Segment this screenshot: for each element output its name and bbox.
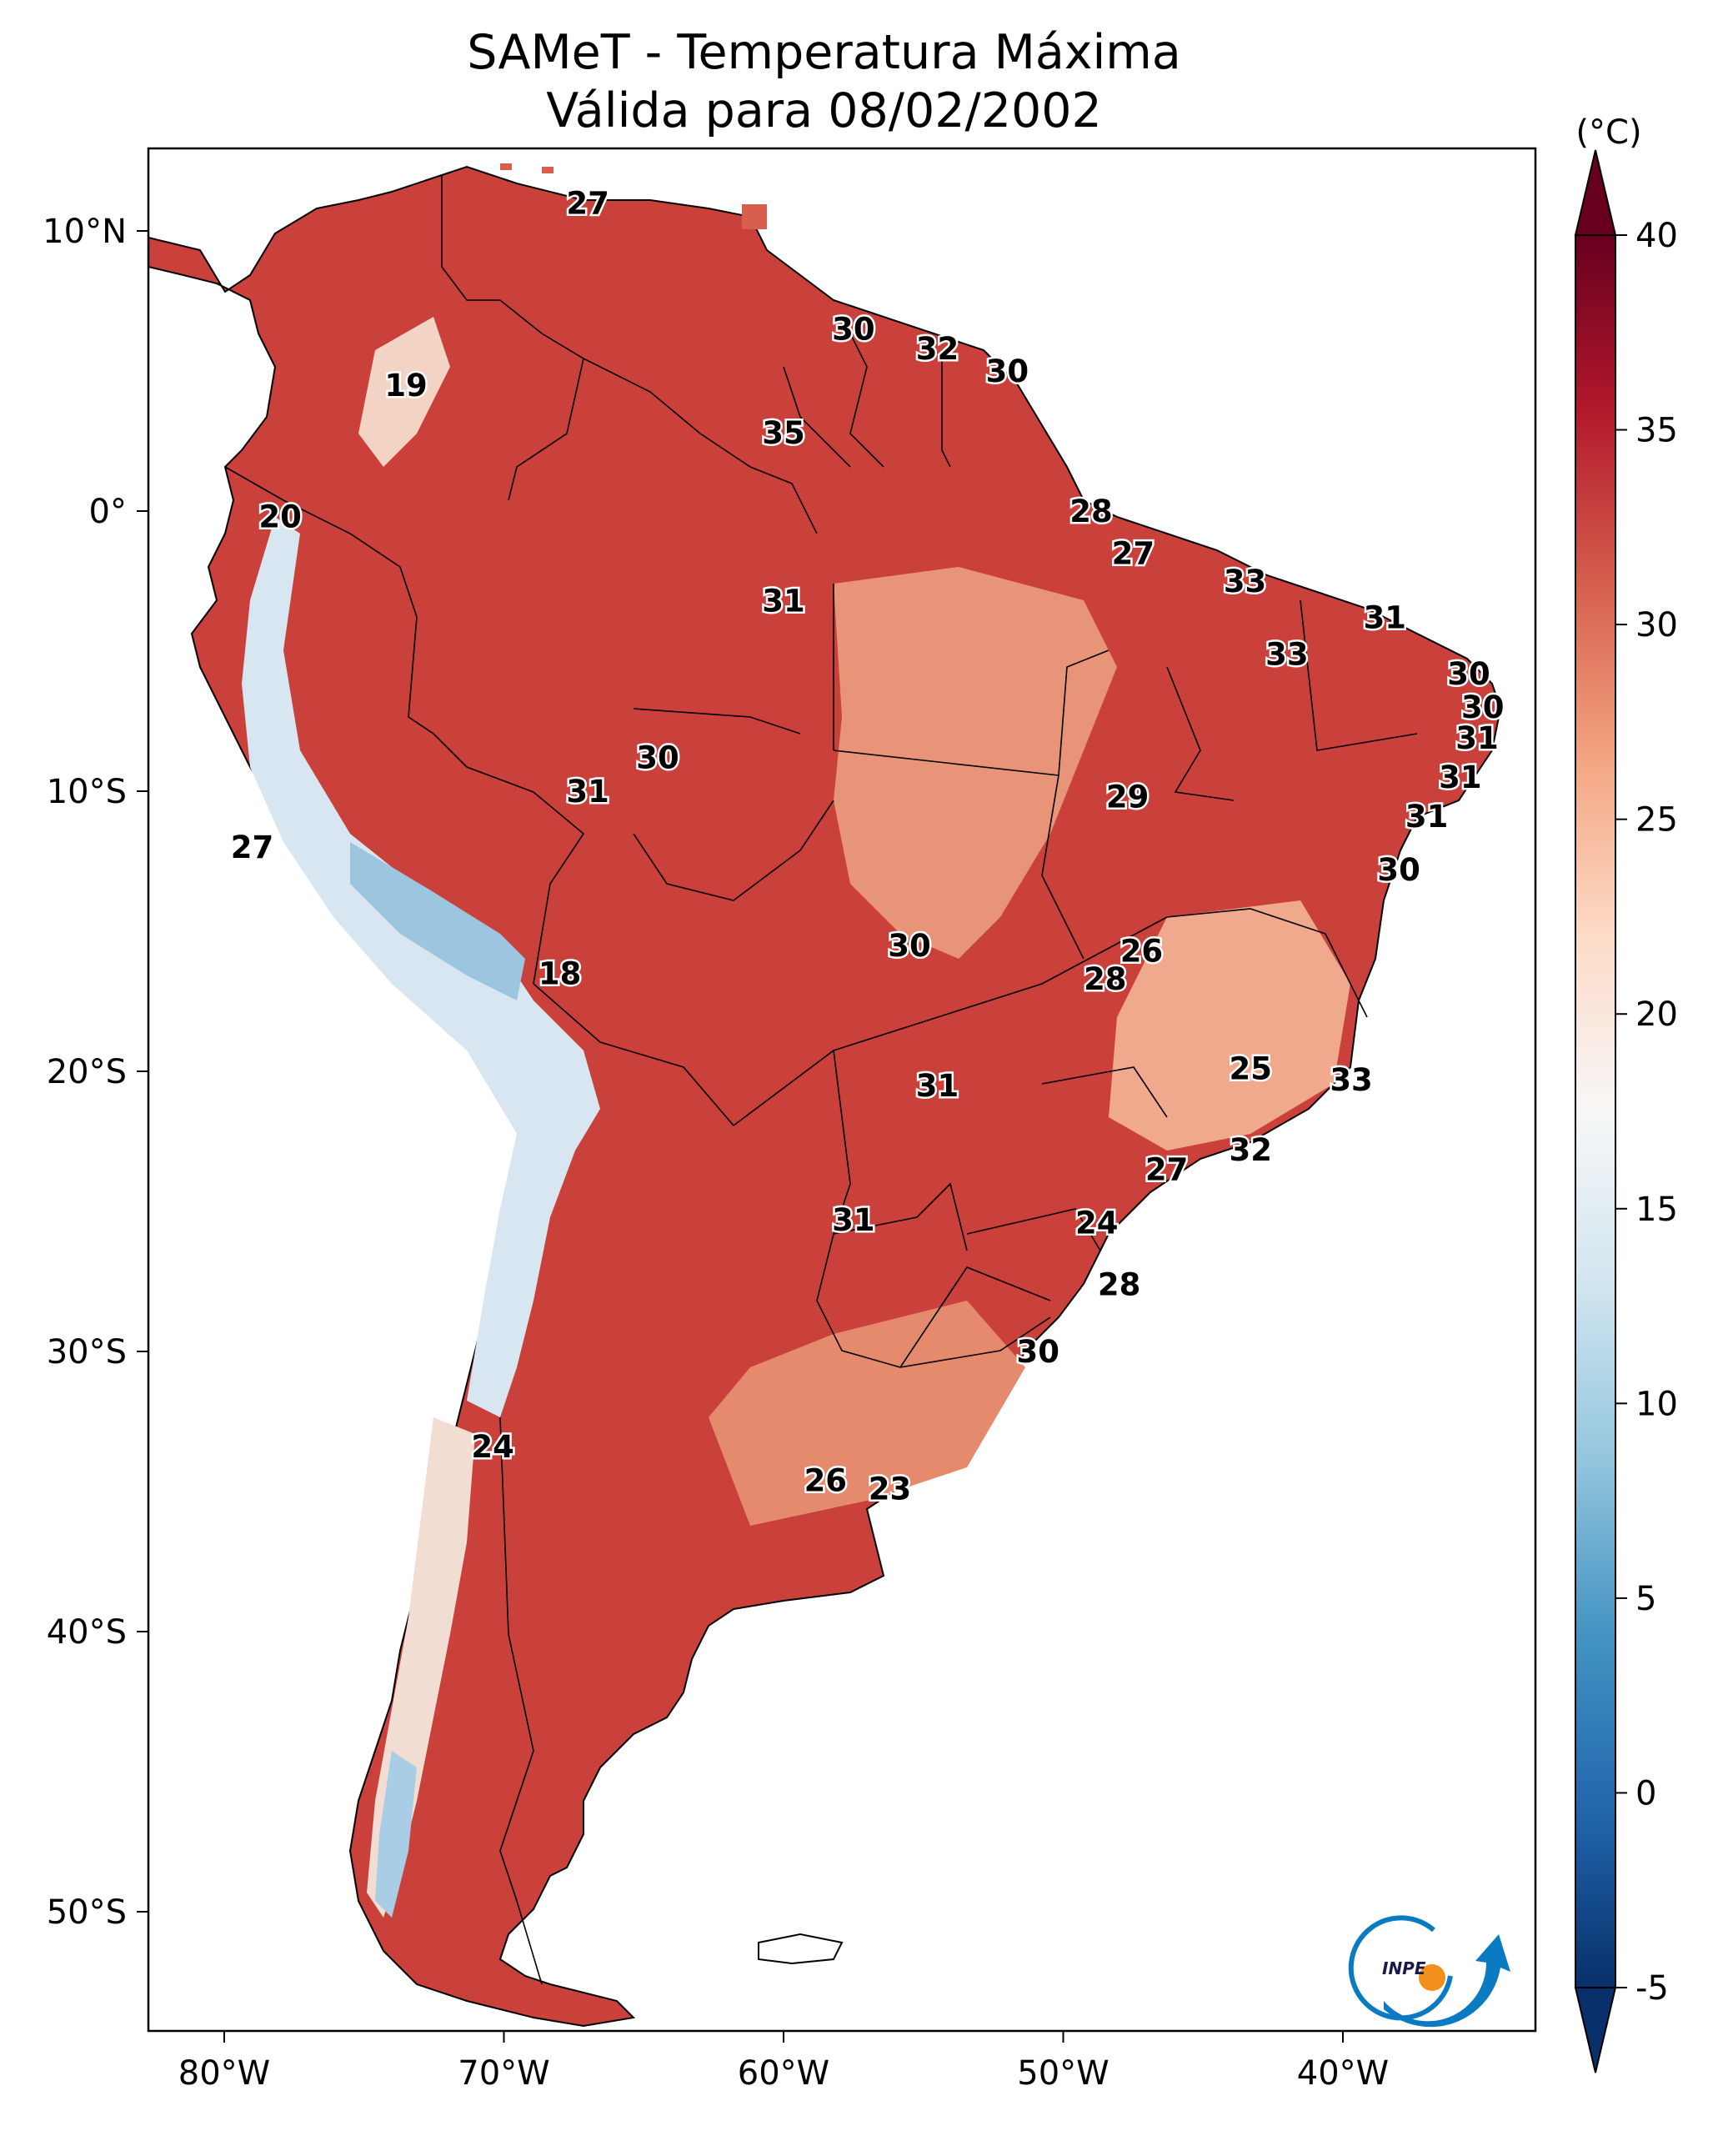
station-value-label: 28: [1084, 961, 1127, 997]
station-value-label: 25: [1230, 1051, 1273, 1087]
southeast-brazil-region: [1109, 900, 1350, 1151]
colorbar-tick-label: 30: [1635, 606, 1678, 644]
country-borders: [224, 175, 1418, 1985]
station-value-label: 33: [1265, 636, 1309, 672]
station-value-label: 31: [916, 1068, 959, 1104]
station-value-label: 26: [1120, 934, 1164, 970]
station-value-label: 31: [832, 1202, 875, 1238]
central-brazil-region: [834, 567, 1117, 959]
logo-text: INPE: [1382, 1958, 1426, 1978]
y-tick-label: 20°S: [47, 1053, 127, 1091]
y-tick-label: 30°S: [47, 1333, 127, 1371]
colorbar-tick-label: -5: [1635, 1969, 1669, 2008]
station-value-label: 18: [538, 955, 582, 991]
station-value-label: 35: [762, 415, 805, 451]
falkland-islands: [758, 1933, 844, 1965]
colorbar-tick-label: 40: [1635, 217, 1678, 255]
colorbar-tick-label: 20: [1635, 995, 1678, 1034]
x-tick-label: 70°W: [458, 2054, 549, 2093]
station-value-label: 24: [1075, 1205, 1119, 1241]
colorbar-tick-label: 0: [1635, 1774, 1656, 1813]
andes-altiplano: [350, 842, 525, 1000]
x-tick-label: 80°W: [178, 2054, 270, 2093]
station-value-label: 26: [804, 1463, 848, 1499]
andes-northern: [358, 317, 450, 467]
station-value-label: 27: [231, 830, 274, 865]
colorbar-min-extension: [1574, 1987, 1617, 2073]
colorbar-tick-label: 5: [1635, 1580, 1656, 1618]
station-value-label: 30: [1447, 656, 1490, 692]
station-value-label: 31: [1439, 760, 1482, 795]
station-value-label: 20: [258, 499, 302, 535]
longitude-axis: 80°W 70°W 60°W 50°W 40°W: [178, 2031, 1389, 2093]
y-tick-label: 10°N: [43, 213, 127, 251]
island-aruba: [500, 163, 512, 170]
island-trinidad: [742, 204, 767, 229]
colorbar-tick-label: 35: [1635, 412, 1678, 450]
map-subtitle: Válida para 08/02/2002: [546, 83, 1102, 138]
station-value-label: 27: [1145, 1152, 1189, 1188]
andes-central: [242, 517, 600, 1417]
station-value-label: 27: [1112, 535, 1155, 571]
station-value-label: 30: [1017, 1334, 1060, 1370]
logo-swoosh: [1384, 1934, 1510, 2028]
station-value-label: 30: [986, 353, 1029, 389]
colorbar-tick-label: 25: [1635, 801, 1678, 840]
logo-orbit-arc: [1348, 1915, 1453, 2021]
station-value-label: 31: [1455, 720, 1499, 756]
station-value-label: 24: [471, 1429, 514, 1465]
station-value-label: 31: [566, 774, 609, 810]
x-tick-label: 40°W: [1297, 2054, 1389, 2093]
station-value-label: 19: [384, 368, 428, 404]
colorbar: 40 35 30 25 20 15 10 5 0 -5 (°C): [1574, 113, 1678, 2073]
latitude-axis: 10°N 0° 10°S 20°S 30°S 40°S 50°S: [43, 213, 148, 1932]
station-value-label: 30: [1461, 689, 1505, 725]
y-tick-label: 40°S: [47, 1613, 127, 1652]
station-value-label: 30: [888, 928, 931, 964]
patagonia-ice: [375, 1751, 417, 1918]
station-value-label: 31: [762, 584, 805, 619]
logo-sun: [1419, 1964, 1445, 1991]
colorbar-tick-label: 10: [1635, 1385, 1678, 1423]
station-value-label: 31: [1364, 600, 1407, 636]
colorbar-max-extension: [1574, 149, 1617, 236]
station-value-label: 28: [1098, 1266, 1141, 1302]
pampas-region: [709, 1301, 1025, 1526]
x-tick-label: 60°W: [738, 2054, 829, 2093]
map-title: SAMeT - Temperatura Máxima: [467, 25, 1181, 80]
y-tick-label: 0°: [89, 493, 127, 531]
station-value-label: 30: [1377, 852, 1420, 888]
colorbar-tick-label: 15: [1635, 1191, 1678, 1229]
continent-group: [148, 163, 1502, 2028]
station-value-label: 27: [566, 185, 609, 221]
station-value-label: 23: [869, 1472, 912, 1507]
y-tick-label: 10°S: [47, 773, 127, 811]
y-tick-label: 50°S: [47, 1893, 127, 1932]
inpe-logo: INPE: [1348, 1915, 1510, 2028]
colorbar-ticks: 40 35 30 25 20 15 10 5 0 -5: [1615, 217, 1678, 2008]
map-border: [147, 147, 1537, 2033]
x-tick-label: 50°W: [1017, 2054, 1109, 2093]
station-value-label: 33: [1224, 564, 1267, 599]
colorbar-bar: [1575, 234, 1616, 1988]
station-value-label: 30: [832, 312, 875, 348]
station-value-label: 33: [1330, 1062, 1373, 1098]
station-value-label: 30: [636, 740, 679, 776]
colorbar-unit-label: (°C): [1575, 113, 1641, 152]
station-value-label: 29: [1106, 780, 1150, 815]
station-value-label: 31: [1405, 799, 1449, 835]
station-value-label: 28: [1069, 494, 1113, 529]
station-value-label: 32: [1230, 1132, 1273, 1168]
island-curacao: [542, 167, 553, 173]
station-value-label: 32: [916, 331, 959, 367]
